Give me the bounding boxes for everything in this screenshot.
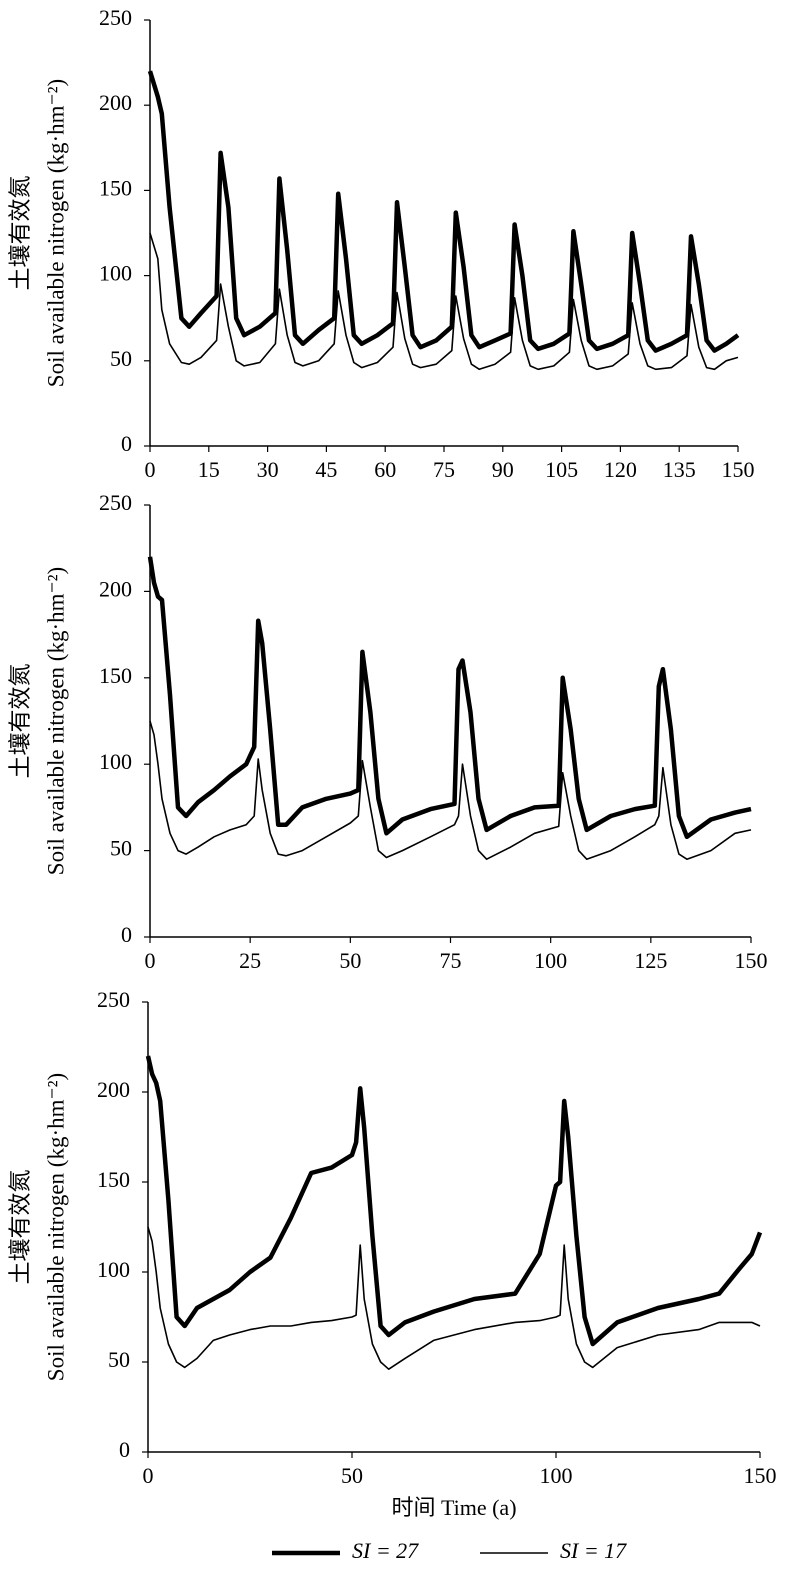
x-tick-label: 50 xyxy=(341,1463,363,1488)
series-line xyxy=(147,556,752,840)
y-tick-label: 150 xyxy=(99,175,132,200)
y-tick-label: 0 xyxy=(121,431,132,456)
y-label: Soil available nitrogen (kg·hm⁻²) xyxy=(43,79,68,387)
y-tick-label: 250 xyxy=(99,5,132,30)
y-label-cn: 土壤有效氮 xyxy=(7,1170,32,1285)
x-tick-label: 150 xyxy=(722,457,755,482)
y-tick-label: 100 xyxy=(99,261,132,286)
y-tick-label: 0 xyxy=(119,1437,130,1462)
y-tick-label: 200 xyxy=(99,90,132,115)
x-tick-label: 75 xyxy=(433,457,455,482)
x-tick-label: 105 xyxy=(545,457,578,482)
series-line xyxy=(147,1226,761,1370)
x-tick-label: 150 xyxy=(744,1463,777,1488)
y-tick-label: 50 xyxy=(108,1347,130,1372)
x-tick-label: 125 xyxy=(634,948,667,973)
series-line xyxy=(149,232,739,371)
y-tick-label: 50 xyxy=(110,346,132,371)
y-tick-label: 150 xyxy=(99,663,132,688)
y-tick-label: 250 xyxy=(97,987,130,1012)
x-tick-label: 100 xyxy=(534,948,567,973)
y-tick-label: 100 xyxy=(97,1257,130,1282)
x-tick-label: 45 xyxy=(315,457,337,482)
y-tick-label: 50 xyxy=(110,836,132,861)
x-tick-label: 25 xyxy=(239,948,261,973)
y-tick-label: 200 xyxy=(97,1077,130,1102)
x-tick-label: 100 xyxy=(540,1463,573,1488)
legend-label: SI = 27 xyxy=(352,1538,419,1563)
x-tick-label: 30 xyxy=(257,457,279,482)
x-tick-label: 50 xyxy=(339,948,361,973)
x-tick-label: 60 xyxy=(374,457,396,482)
x-tick-label: 135 xyxy=(663,457,696,482)
x-tick-label: 120 xyxy=(604,457,637,482)
y-label: Soil available nitrogen (kg·hm⁻²) xyxy=(43,567,68,875)
series-line xyxy=(147,70,740,353)
series-line xyxy=(149,720,752,861)
y-tick-label: 150 xyxy=(97,1167,130,1192)
y-label: Soil available nitrogen (kg·hm⁻²) xyxy=(43,1073,68,1381)
y-label-cn: 土壤有效氮 xyxy=(7,176,32,291)
x-tick-label: 15 xyxy=(198,457,220,482)
y-tick-label: 100 xyxy=(99,749,132,774)
y-label-cn: 土壤有效氮 xyxy=(7,664,32,779)
x-tick-label: 90 xyxy=(492,457,514,482)
y-tick-label: 250 xyxy=(99,490,132,515)
x-tick-label: 75 xyxy=(440,948,462,973)
y-tick-label: 200 xyxy=(99,576,132,601)
x-tick-label: 0 xyxy=(143,1463,154,1488)
x-tick-label: 150 xyxy=(735,948,768,973)
x-tick-label: 0 xyxy=(145,457,156,482)
y-tick-label: 0 xyxy=(121,922,132,947)
legend-label: SI = 17 xyxy=(560,1538,627,1563)
x-label: 时间 Time (a) xyxy=(391,1495,516,1520)
x-tick-label: 0 xyxy=(145,948,156,973)
series-line xyxy=(145,1055,763,1347)
